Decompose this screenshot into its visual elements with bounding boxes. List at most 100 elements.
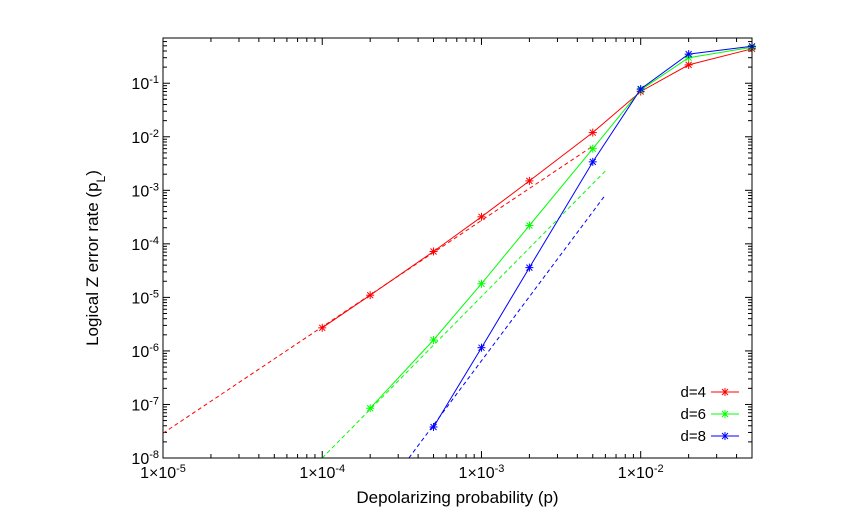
y-tick-label-exponent: -5 <box>149 288 159 300</box>
data-point-stroke <box>526 222 533 229</box>
data-point-stroke <box>589 129 597 136</box>
data-point-stroke <box>637 85 645 93</box>
data-point-stroke <box>478 344 485 352</box>
data-point <box>636 85 645 94</box>
data-point-stroke <box>366 291 374 299</box>
data-point <box>588 157 597 166</box>
y-tick-label: 10-7 <box>131 395 159 414</box>
series-line <box>321 48 753 329</box>
data-point-stroke <box>430 423 437 431</box>
data-point-stroke <box>430 336 437 344</box>
data-point <box>721 410 729 418</box>
y-tick-label: 10-1 <box>131 74 159 93</box>
series-line <box>369 46 753 409</box>
x-tick-label-mantissa: 1 <box>299 465 308 482</box>
x-tick-label-times: × <box>149 465 158 482</box>
data-point-stroke <box>366 404 374 412</box>
data-point <box>366 404 375 413</box>
tick-labels: 1×10-5 1×10-4 1×10-3 1×10-210-810-710-610-5… <box>131 74 663 482</box>
y-tick-label-base: 10 <box>131 237 149 254</box>
legend-label: d=4 <box>681 384 706 401</box>
data-point <box>588 144 597 153</box>
fit-line <box>163 145 594 434</box>
x-tick-label-base: 10 <box>158 465 176 482</box>
y-axis-title: Logical Z error rate (pL) <box>83 170 108 346</box>
data-point-stroke <box>685 50 692 58</box>
x-tick-label-exponent: -5 <box>176 463 186 475</box>
y-tick-label-base: 10 <box>131 344 149 361</box>
data-point <box>366 291 375 300</box>
data-point-stroke <box>526 264 533 271</box>
data-point-stroke <box>589 145 597 153</box>
x-tick-label-base: 10 <box>477 465 495 482</box>
series-line <box>433 45 753 428</box>
axis-ticks <box>162 37 753 459</box>
y-axis-title-main: Logical Z error rate (p <box>83 182 102 345</box>
data-point <box>588 128 597 137</box>
data-point <box>525 176 534 185</box>
data-point-stroke <box>721 388 729 396</box>
data-point-stroke <box>526 177 533 185</box>
legend-label: d=6 <box>681 406 706 423</box>
data-point <box>318 323 327 332</box>
x-tick-label-mantissa: 1 <box>618 465 627 482</box>
x-tick-label-base: 10 <box>636 465 654 482</box>
data-point <box>477 279 486 288</box>
fit-lines <box>163 145 606 458</box>
x-tick-label-times: × <box>627 465 636 482</box>
data-point-stroke <box>721 410 729 418</box>
y-tick-label-base: 10 <box>131 130 149 147</box>
x-tick-label: 1×10-2 <box>618 463 664 482</box>
x-tick-label: 1×10-3 <box>459 463 505 482</box>
y-tick-label: 10-4 <box>131 235 159 254</box>
y-tick-label-base: 10 <box>131 397 149 414</box>
x-tick-label-mantissa: 1 <box>459 465 468 482</box>
data-point <box>721 432 729 440</box>
data-point <box>477 212 486 221</box>
x-tick-label-exponent: -2 <box>654 463 664 475</box>
y-tick-label: 10-8 <box>131 449 159 468</box>
y-tick-label-base: 10 <box>131 451 149 468</box>
y-tick-label: 10-6 <box>131 342 159 361</box>
data-point <box>684 60 693 69</box>
plot-frame <box>162 37 753 459</box>
y-tick-label: 10-2 <box>131 128 159 147</box>
data-point <box>721 388 729 396</box>
y-tick-label-exponent: -3 <box>149 181 159 193</box>
legend-label: d=8 <box>681 428 706 445</box>
y-tick-label: 10-3 <box>131 181 159 200</box>
data-point-stroke <box>430 248 437 255</box>
data-point <box>477 343 486 352</box>
data-point <box>429 335 438 344</box>
x-tick-label-exponent: -3 <box>495 463 505 475</box>
data-point-stroke <box>685 61 692 69</box>
data-point <box>525 263 534 272</box>
data-point-stroke <box>318 324 326 332</box>
y-axis-title-close: ) <box>83 170 102 176</box>
x-tick-label: 1×10-4 <box>299 463 345 482</box>
fit-line <box>321 170 606 458</box>
y-tick-label-base: 10 <box>131 290 149 307</box>
y-tick-label-exponent: -7 <box>149 395 159 407</box>
x-tick-label-exponent: -4 <box>335 463 345 475</box>
y-tick-label-exponent: -4 <box>149 235 159 247</box>
x-tick-label-times: × <box>308 465 317 482</box>
legend: d=4 d=6 d=8 <box>681 384 739 445</box>
data-series <box>318 42 756 431</box>
x-tick-label-mantissa: 1 <box>140 465 149 482</box>
data-point-stroke <box>721 432 729 440</box>
y-tick-label-base: 10 <box>131 76 149 93</box>
y-tick-label-exponent: -1 <box>149 74 159 86</box>
data-point <box>525 221 534 230</box>
y-tick-label-exponent: -2 <box>149 128 159 140</box>
y-axis-title-subscript: L <box>94 175 108 182</box>
y-tick-label-base: 10 <box>131 183 149 200</box>
x-tick-label-times: × <box>467 465 476 482</box>
data-point <box>429 422 438 431</box>
data-point <box>684 50 693 59</box>
y-tick-label: 10-5 <box>131 288 159 307</box>
data-point-stroke <box>478 213 485 221</box>
data-point <box>429 247 438 256</box>
data-point-stroke <box>478 280 485 288</box>
